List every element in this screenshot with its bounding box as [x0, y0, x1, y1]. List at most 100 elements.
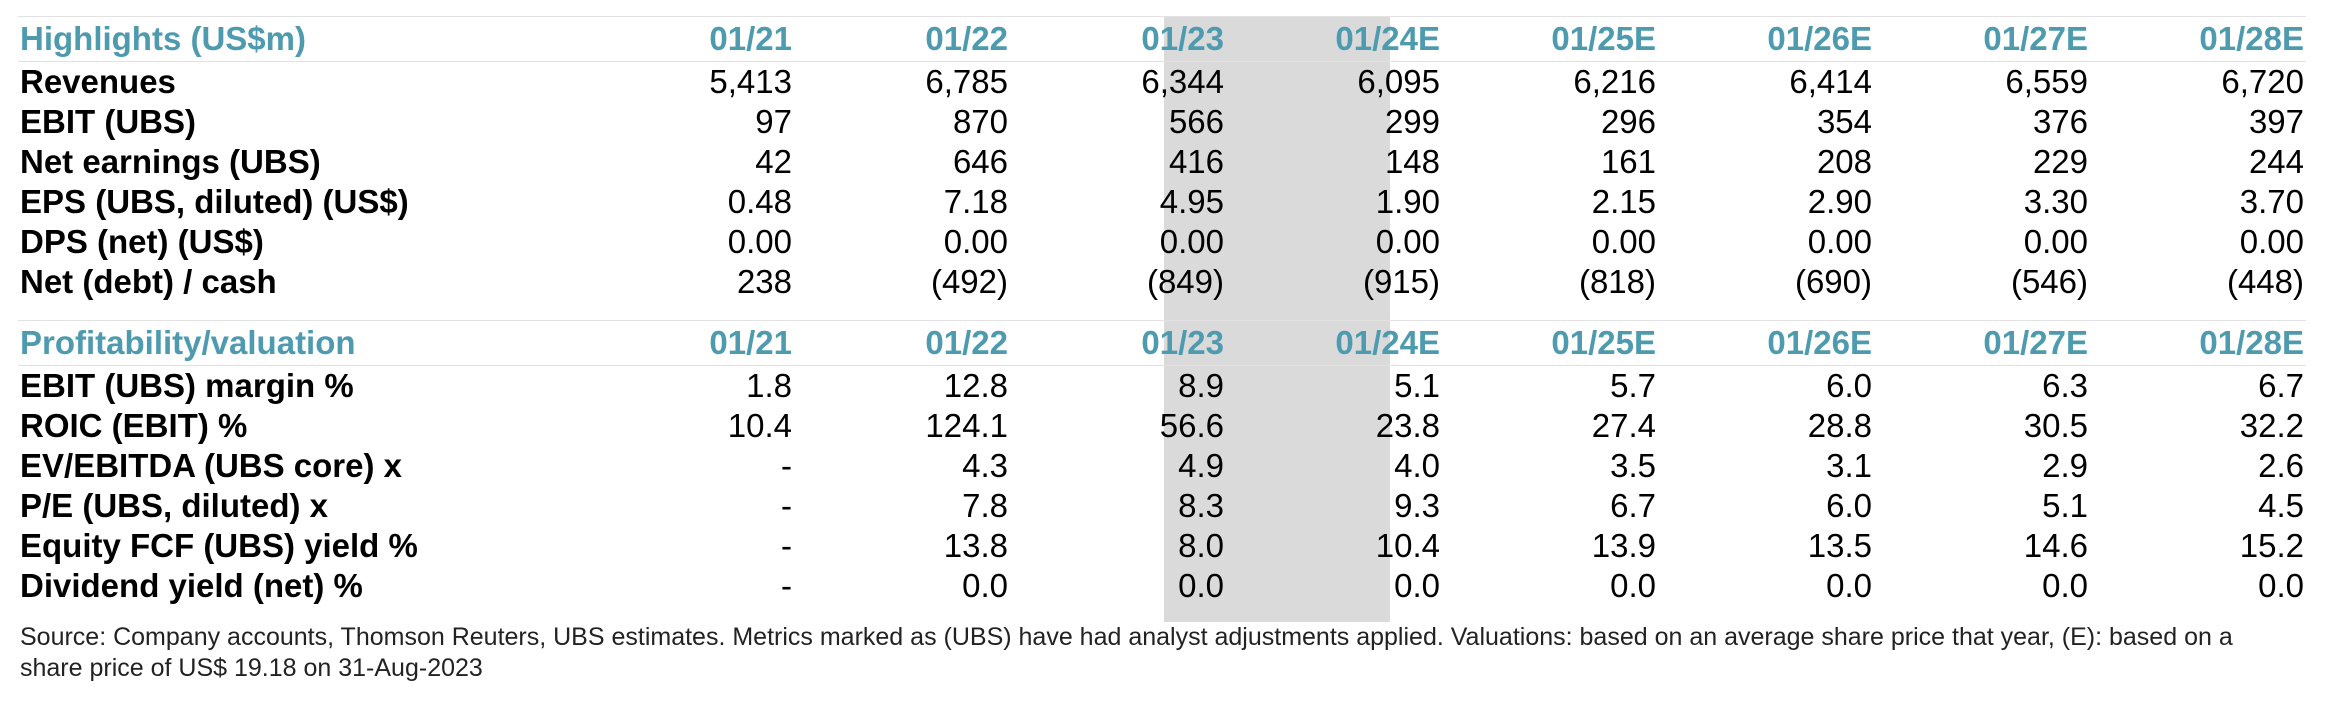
table-row: Revenues 5,413 6,785 6,344 6,095 6,216 6,414 6,…: [18, 62, 2306, 103]
table-body: Highlights (US$m) 01/21 01/22 01/23 01/24E 01…: [18, 16, 2306, 607]
value-cell: -: [781, 527, 792, 564]
value-cell: 0.00: [1807, 223, 1872, 260]
value-cell: 5.1: [2042, 487, 2088, 524]
value-cell: 4.95: [1159, 183, 1224, 220]
value-cell: 244: [2248, 143, 2304, 180]
row-label: Revenues: [20, 63, 176, 100]
value-cell: 6,095: [1357, 63, 1440, 100]
column-header: 01/27E: [1874, 16, 2090, 62]
value-cell: 6.7: [2258, 367, 2304, 404]
value-cell: 6,344: [1141, 63, 1224, 100]
value-cell: 4.5: [2258, 487, 2304, 524]
value-cell: 0.0: [1394, 567, 1440, 604]
value-cell: 6,785: [925, 63, 1008, 100]
value-cell: 229: [2032, 143, 2088, 180]
value-cell: 13.8: [943, 527, 1008, 564]
value-cell: (492): [930, 263, 1008, 300]
value-cell: 6,216: [1573, 63, 1656, 100]
value-cell: 0.0: [962, 567, 1008, 604]
column-header: 01/23: [1010, 320, 1226, 366]
value-cell: 6.0: [1826, 487, 1872, 524]
value-cell: 6.7: [1610, 487, 1656, 524]
value-cell: -: [781, 487, 792, 524]
value-cell: 5.7: [1610, 367, 1656, 404]
value-cell: 1.90: [1375, 183, 1440, 220]
column-header: 01/28E: [2090, 16, 2306, 62]
value-cell: 299: [1384, 103, 1440, 140]
value-cell: 23.8: [1375, 407, 1440, 444]
value-cell: 148: [1384, 143, 1440, 180]
value-cell: 376: [2032, 103, 2088, 140]
value-cell: -: [781, 447, 792, 484]
value-cell: 7.8: [962, 487, 1008, 524]
value-cell: 238: [736, 263, 792, 300]
column-header: 01/25E: [1442, 16, 1658, 62]
estimate-column-highlight: [1164, 16, 1390, 622]
value-cell: 870: [952, 103, 1008, 140]
value-cell: (818): [1578, 263, 1656, 300]
value-cell: 0.00: [1591, 223, 1656, 260]
value-cell: 28.8: [1807, 407, 1872, 444]
value-cell: 0.0: [1610, 567, 1656, 604]
value-cell: 0.00: [2239, 223, 2304, 260]
value-cell: 296: [1600, 103, 1656, 140]
value-cell: 646: [952, 143, 1008, 180]
value-cell: 30.5: [2023, 407, 2088, 444]
value-cell: 56.6: [1159, 407, 1224, 444]
column-header: 01/21: [578, 320, 794, 366]
value-cell: 3.5: [1610, 447, 1656, 484]
value-cell: 4.9: [1178, 447, 1224, 484]
value-cell: 6,720: [2221, 63, 2304, 100]
profitability-header-row: Profitability/valuation 01/21 01/22 01/23 01…: [18, 320, 2306, 366]
column-header: 01/22: [794, 320, 1010, 366]
value-cell: 416: [1168, 143, 1224, 180]
value-cell: 0.48: [727, 183, 792, 220]
value-cell: 27.4: [1591, 407, 1656, 444]
value-cell: 3.30: [2023, 183, 2088, 220]
value-cell: 32.2: [2239, 407, 2304, 444]
row-label: Equity FCF (UBS) yield %: [20, 527, 418, 564]
row-label: EBIT (UBS) margin %: [20, 367, 354, 404]
highlights-header-row: Highlights (US$m) 01/21 01/22 01/23 01/24E 01…: [18, 16, 2306, 62]
row-label: ROIC (EBIT) %: [20, 407, 248, 444]
value-cell: (448): [2226, 263, 2304, 300]
value-cell: 0.00: [1375, 223, 1440, 260]
value-cell: 397: [2248, 103, 2304, 140]
value-cell: 6.3: [2042, 367, 2088, 404]
value-cell: 4.3: [962, 447, 1008, 484]
table-row: P/E (UBS, diluted) x - 7.8 8.3 9.3 6.7 6.0 5.1 4…: [18, 486, 2306, 526]
value-cell: 566: [1168, 103, 1224, 140]
value-cell: 8.3: [1178, 487, 1224, 524]
source-footnote: Source: Company accounts, Thomson Reuter…: [20, 623, 2233, 682]
value-cell: 0.00: [2023, 223, 2088, 260]
value-cell: 0.00: [727, 223, 792, 260]
column-header: 01/28E: [2090, 320, 2306, 366]
table-row: EV/EBITDA (UBS core) x - 4.3 4.9 4.0 3.5 3.1 2.…: [18, 446, 2306, 486]
table-row: Net (debt) / cash 238 (492) (849) (915) (818)…: [18, 262, 2306, 302]
table-row: EBIT (UBS) margin % 1.8 12.8 8.9 5.1 5.7 6.0 6.…: [18, 366, 2306, 407]
row-label: EV/EBITDA (UBS core) x: [20, 447, 403, 484]
column-header: 01/24E: [1226, 320, 1442, 366]
column-header: 01/27E: [1874, 320, 2090, 366]
row-label: Net earnings (UBS): [20, 143, 321, 180]
highlights-section-title: Highlights (US$m): [18, 16, 578, 62]
value-cell: 2.15: [1591, 183, 1656, 220]
column-header: 01/25E: [1442, 320, 1658, 366]
value-cell: 0.0: [1178, 567, 1224, 604]
value-cell: 6.0: [1826, 367, 1872, 404]
table-row: EPS (UBS, diluted) (US$) 0.48 7.18 4.95 1.90…: [18, 182, 2306, 222]
table-row: EBIT (UBS) 97 870 566 299 296 354 376 397: [18, 102, 2306, 142]
row-label: Net (debt) / cash: [20, 263, 277, 300]
value-cell: 0.00: [943, 223, 1008, 260]
value-cell: (915): [1362, 263, 1440, 300]
row-label: Dividend yield (net) %: [20, 567, 363, 604]
value-cell: 5,413: [709, 63, 792, 100]
table-row: DPS (net) (US$) 0.00 0.00 0.00 0.00 0.00 0.00 0…: [18, 222, 2306, 262]
value-cell: 12.8: [943, 367, 1008, 404]
value-cell: 0.0: [2042, 567, 2088, 604]
profitability-section-title: Profitability/valuation: [18, 320, 578, 366]
value-cell: 1.8: [746, 367, 792, 404]
table-row: ROIC (EBIT) % 10.4 124.1 56.6 23.8 27.4 28.8 30…: [18, 406, 2306, 446]
value-cell: 10.4: [727, 407, 792, 444]
value-cell: 13.9: [1591, 527, 1656, 564]
